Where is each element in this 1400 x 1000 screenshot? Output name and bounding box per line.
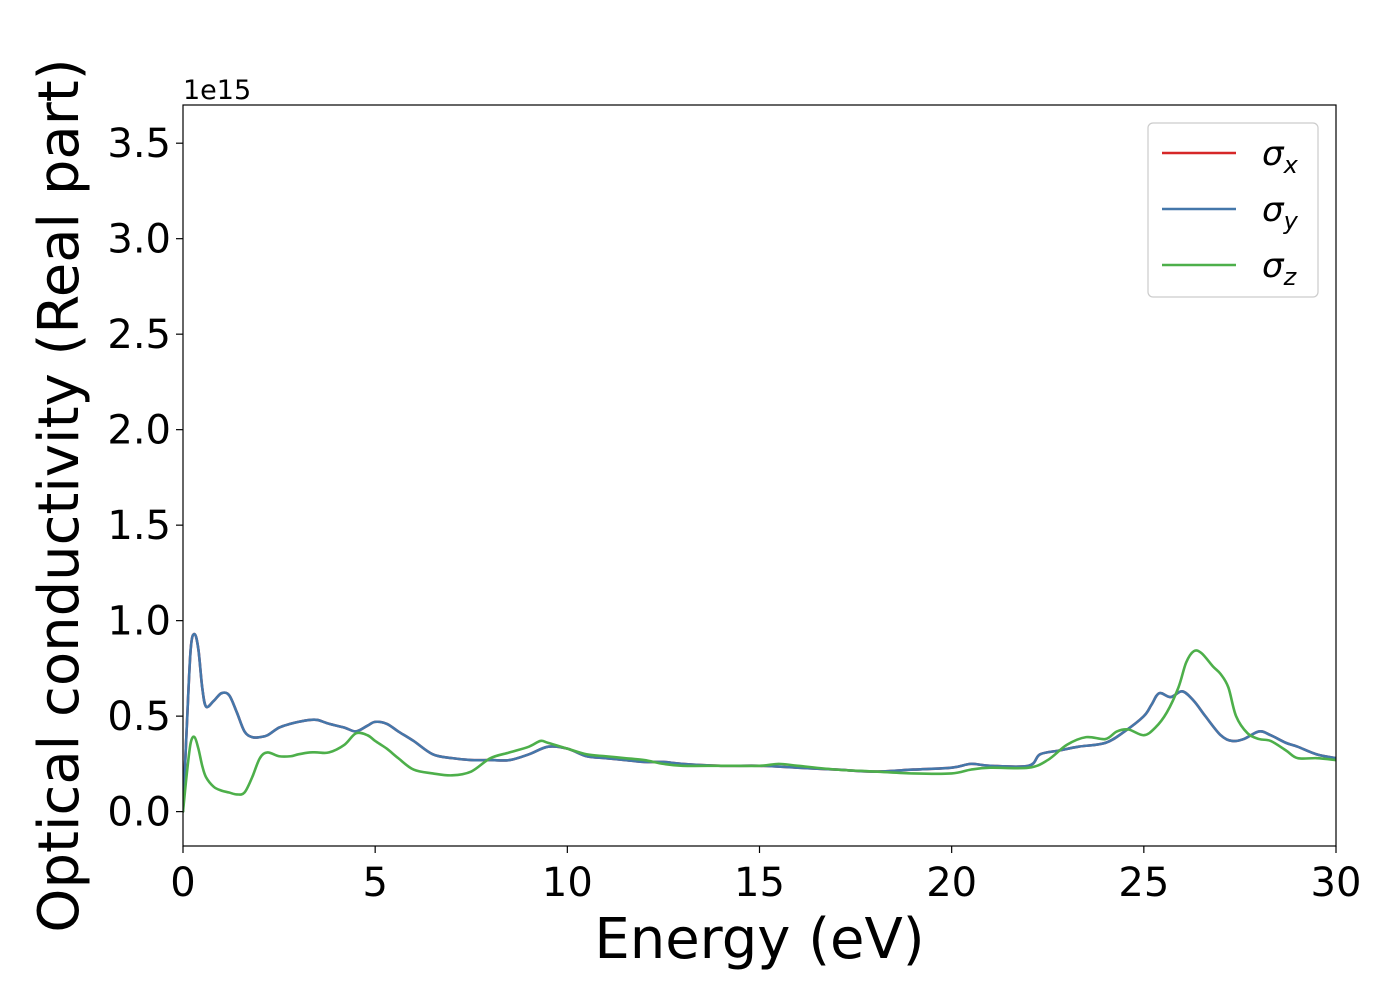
- series-layer: [183, 632, 1336, 813]
- y-tick-label: 1.0: [107, 599, 171, 645]
- y-tick-label: 2.0: [107, 408, 171, 454]
- x-axis-label: Energy (eV): [594, 907, 924, 972]
- y-axis-label: Optical conductivity (Real part): [27, 58, 92, 932]
- x-tick-label: 0: [170, 860, 195, 906]
- x-axis: 0 5 10 15 20 25 30: [170, 846, 1361, 906]
- y-tick-label: 3.5: [107, 121, 171, 167]
- y-tick-label: 1.5: [107, 503, 171, 549]
- series-line-σ-z: [183, 649, 1336, 813]
- x-tick-label: 20: [926, 860, 977, 906]
- y-axis-offset-label: 1e15: [183, 75, 251, 106]
- y-tick-label: 0.0: [107, 790, 171, 836]
- x-tick-label: 25: [1118, 860, 1169, 906]
- y-tick-label: 2.5: [107, 312, 171, 358]
- legend: σx σy σz: [1147, 122, 1319, 298]
- x-tick-label: 30: [1311, 860, 1362, 906]
- series-line-σ-y: [183, 632, 1336, 813]
- y-tick-label: 3.0: [107, 217, 171, 263]
- y-tick-label: 0.5: [107, 694, 171, 740]
- x-tick-label: 5: [362, 860, 387, 906]
- legend-label-z: σz: [1262, 246, 1298, 291]
- x-tick-label: 15: [734, 860, 785, 906]
- legend-label-x: σx: [1262, 134, 1299, 179]
- legend-label-y: σy: [1262, 190, 1299, 235]
- x-tick-label: 10: [542, 860, 593, 906]
- y-axis: 0.0 0.5 1.0 1.5 2.0 2.5 3.0 3.5: [107, 121, 183, 836]
